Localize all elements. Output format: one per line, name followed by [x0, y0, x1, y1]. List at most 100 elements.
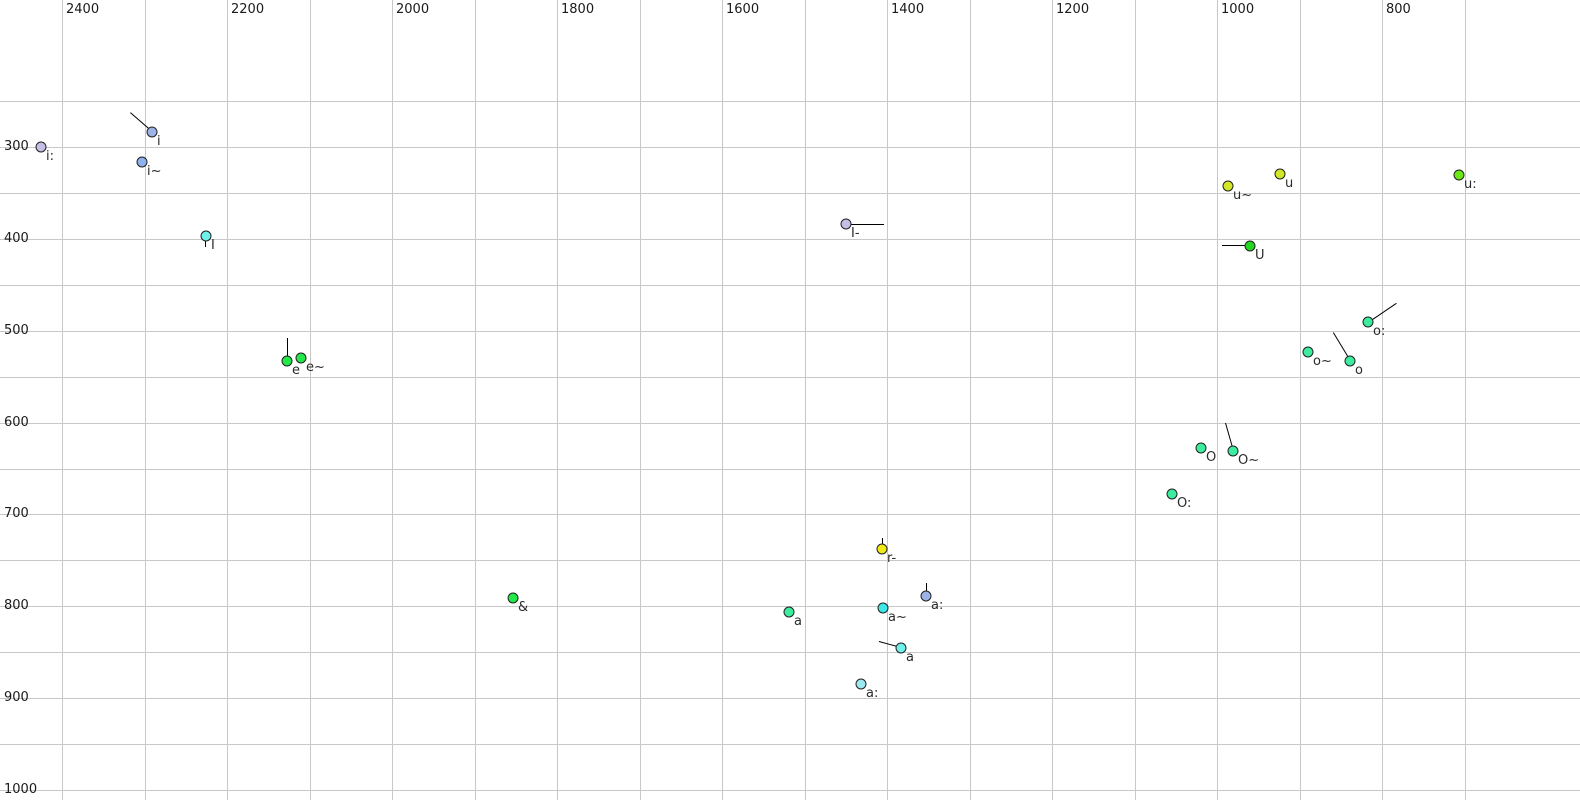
- y-tick-label: 900: [4, 690, 29, 705]
- gridline-vertical: [62, 0, 63, 800]
- vowel-label: a: [794, 614, 802, 629]
- vowel-point[interactable]: [1453, 169, 1465, 181]
- gridline-horizontal: [0, 652, 1580, 653]
- vowel-label: u:: [1464, 177, 1477, 192]
- gridline-horizontal: [0, 514, 1580, 515]
- vowel-point[interactable]: [877, 602, 889, 614]
- vowel-label: u: [1285, 176, 1294, 191]
- gridline-vertical: [227, 0, 228, 800]
- gridline-horizontal: [0, 331, 1580, 332]
- gridline-horizontal: [0, 560, 1580, 561]
- vowel-point[interactable]: [281, 355, 293, 367]
- gridline-horizontal: [0, 147, 1580, 148]
- gridline-vertical: [1135, 0, 1136, 800]
- vowel-point[interactable]: [1195, 442, 1207, 454]
- vowel-label: o~: [1313, 354, 1332, 369]
- gridline-horizontal: [0, 101, 1580, 102]
- gridline-vertical: [1217, 0, 1218, 800]
- gridline-horizontal: [0, 744, 1580, 745]
- vowel-label: U: [1255, 248, 1265, 263]
- y-tick-label: 300: [4, 139, 29, 154]
- vowel-label: r-: [887, 551, 897, 566]
- vowel-label: &: [518, 600, 529, 615]
- vowel-point[interactable]: [1344, 355, 1356, 367]
- gridline-horizontal: [0, 285, 1580, 286]
- gridline-vertical: [1382, 0, 1383, 800]
- vowel-label: u~: [1233, 188, 1253, 203]
- gridline-vertical: [392, 0, 393, 800]
- gridline-horizontal: [0, 698, 1580, 699]
- x-tick-label: 1400: [891, 2, 925, 17]
- vowel-point[interactable]: [920, 590, 932, 602]
- vowel-label: a~: [888, 610, 907, 625]
- vowel-point[interactable]: [1166, 488, 1178, 500]
- y-tick-label: 400: [4, 231, 29, 246]
- gridline-vertical: [640, 0, 641, 800]
- vowel-label: a: [906, 650, 914, 665]
- gridline-vertical: [310, 0, 311, 800]
- vowel-point[interactable]: [840, 218, 852, 230]
- x-tick-label: 1000: [1221, 2, 1255, 17]
- vowel-point[interactable]: [35, 141, 47, 153]
- y-tick-label: 700: [4, 506, 29, 521]
- vowel-point[interactable]: [146, 126, 158, 138]
- y-tick-label: 800: [4, 598, 29, 613]
- vowel-label: a:: [931, 598, 944, 613]
- vowel-label: I-: [851, 226, 860, 241]
- vowel-point[interactable]: [855, 678, 867, 690]
- vowel-label: i:: [46, 149, 54, 164]
- gridline-vertical: [145, 0, 146, 800]
- vowel-point[interactable]: [1227, 445, 1239, 457]
- vowel-point[interactable]: [1222, 180, 1234, 192]
- gridline-vertical: [1465, 0, 1466, 800]
- vowel-point[interactable]: [200, 230, 212, 242]
- vowel-label: O:: [1177, 496, 1192, 511]
- gridline-horizontal: [0, 193, 1580, 194]
- vowel-point[interactable]: [136, 156, 148, 168]
- vowel-label: a:: [866, 686, 879, 701]
- vowel-trajectory-line: [846, 224, 884, 225]
- vowel-point[interactable]: [783, 606, 795, 618]
- vowel-point[interactable]: [1244, 240, 1256, 252]
- x-tick-label: 2400: [66, 2, 100, 17]
- gridline-vertical: [1052, 0, 1053, 800]
- vowel-label: e~: [306, 360, 325, 375]
- y-tick-label: 500: [4, 323, 29, 338]
- x-tick-label: 1600: [726, 2, 760, 17]
- gridline-vertical: [1300, 0, 1301, 800]
- gridline-horizontal: [0, 790, 1580, 791]
- vowel-point[interactable]: [895, 642, 907, 654]
- vowel-point[interactable]: [1362, 316, 1374, 328]
- vowel-point[interactable]: [876, 543, 888, 555]
- x-tick-label: 1200: [1056, 2, 1090, 17]
- gridline-vertical: [722, 0, 723, 800]
- vowel-point[interactable]: [507, 592, 519, 604]
- vowel-label: i: [157, 134, 161, 149]
- y-tick-label: 600: [4, 415, 29, 430]
- x-tick-label: 1800: [561, 2, 595, 17]
- vowel-point[interactable]: [295, 352, 307, 364]
- gridline-vertical: [805, 0, 806, 800]
- gridline-horizontal: [0, 469, 1580, 470]
- vowel-label: e: [292, 363, 300, 378]
- x-tick-label: 2200: [231, 2, 265, 17]
- vowel-label: I: [211, 238, 215, 253]
- y-tick-label: 1000: [4, 782, 38, 797]
- x-tick-label: 2000: [396, 2, 430, 17]
- vowel-label: o: [1355, 363, 1363, 378]
- vowel-point[interactable]: [1302, 346, 1314, 358]
- vowel-label: i~: [147, 164, 162, 179]
- vowel-label: O~: [1238, 453, 1260, 468]
- x-tick-label: 800: [1386, 2, 1411, 17]
- gridline-horizontal: [0, 423, 1580, 424]
- gridline-horizontal: [0, 239, 1580, 240]
- gridline-vertical: [557, 0, 558, 800]
- gridline-vertical: [475, 0, 476, 800]
- vowel-label: o:: [1373, 324, 1386, 339]
- gridline-vertical: [887, 0, 888, 800]
- vowel-point[interactable]: [1274, 168, 1286, 180]
- vowel-label: O: [1206, 450, 1217, 465]
- gridline-vertical: [970, 0, 971, 800]
